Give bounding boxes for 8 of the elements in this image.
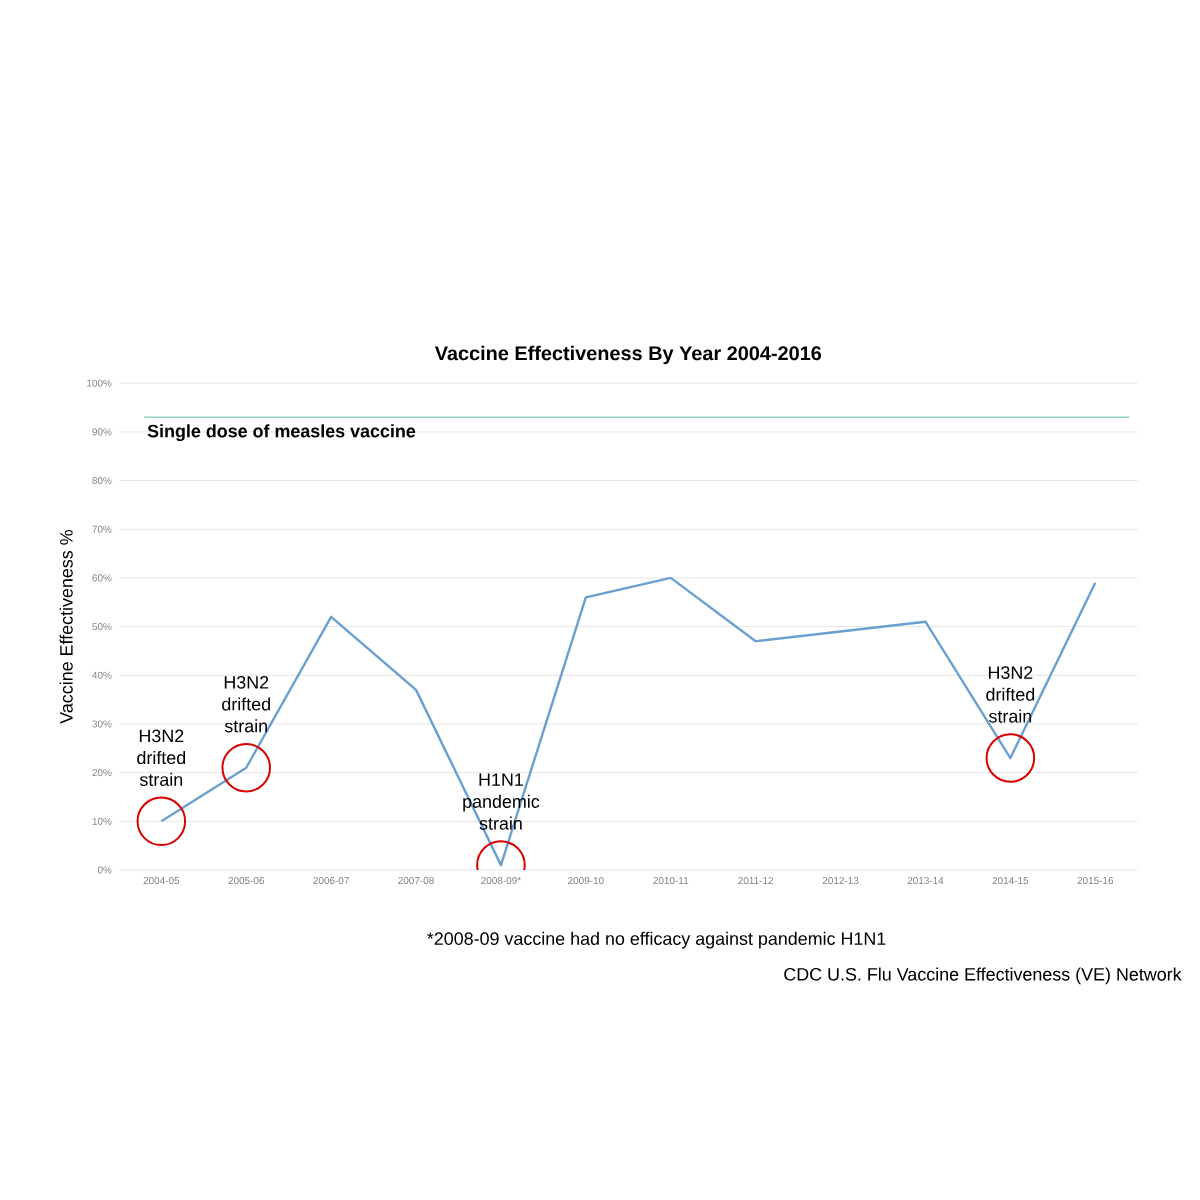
annotation: H3N2 drifted strain xyxy=(222,675,270,733)
annotation: H3N2 drifted strain xyxy=(137,729,186,786)
text: *2008-09 vaccine had no efficacy against pandemic H1N1 xyxy=(427,931,886,949)
annotation: H3N2 drifted strain xyxy=(986,666,1035,723)
chart-title: Vaccine Effectiveness By Year 2004-2016 xyxy=(434,345,822,365)
ref-line-label: Single dose of measles vaccine xyxy=(147,424,416,442)
text: CDC U.S. Flu Vaccine Effectiveness (VE) Network xyxy=(784,967,1182,985)
y-axis-title: Vaccine Effectiveness % xyxy=(59,530,73,724)
